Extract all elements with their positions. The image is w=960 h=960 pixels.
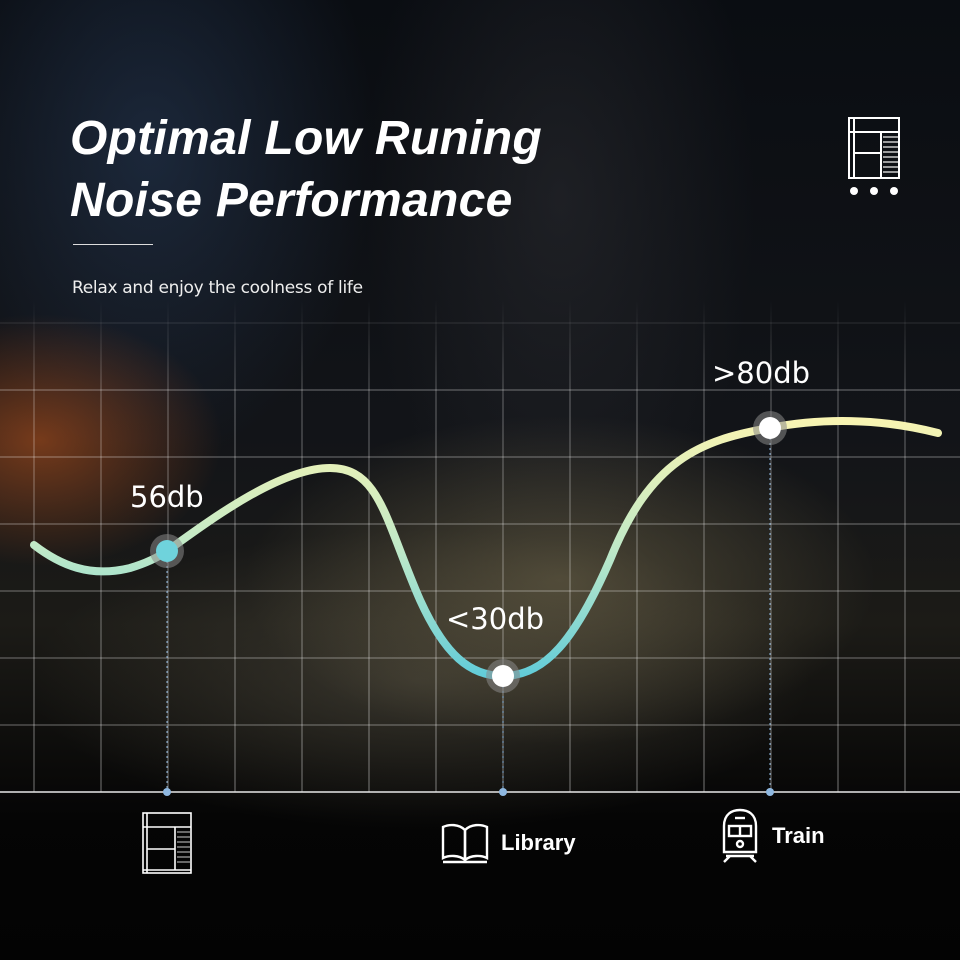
air-conditioner-logo-icon: [848, 117, 900, 195]
point-label-30db: <30db: [446, 602, 545, 636]
data-point: [492, 665, 514, 687]
divider: [73, 244, 153, 245]
axis-marker: [766, 788, 774, 796]
grid: [0, 270, 960, 792]
title-line-1: Optimal Low Runing: [70, 112, 543, 165]
category-label: Train: [772, 823, 825, 848]
category-label: Library: [501, 830, 576, 855]
page-title: Optimal Low Runing Noise Performance: [70, 108, 542, 232]
axis-marker: [163, 788, 171, 796]
point-label-56db: 56db: [130, 480, 204, 514]
train-icon: [722, 808, 758, 863]
axis-marker: [499, 788, 507, 796]
category-train: Train: [720, 808, 825, 864]
category-library: Library: [441, 822, 576, 864]
subtitle: Relax and enjoy the coolness of life: [72, 278, 363, 298]
point-label-80db: >80db: [712, 356, 811, 390]
data-point: [759, 417, 781, 439]
data-point: [156, 540, 178, 562]
book-icon: [441, 823, 489, 864]
title-line-2: Noise Performance: [70, 174, 513, 227]
category-air-conditioner: [142, 812, 204, 874]
air-conditioner-icon: [142, 812, 192, 874]
